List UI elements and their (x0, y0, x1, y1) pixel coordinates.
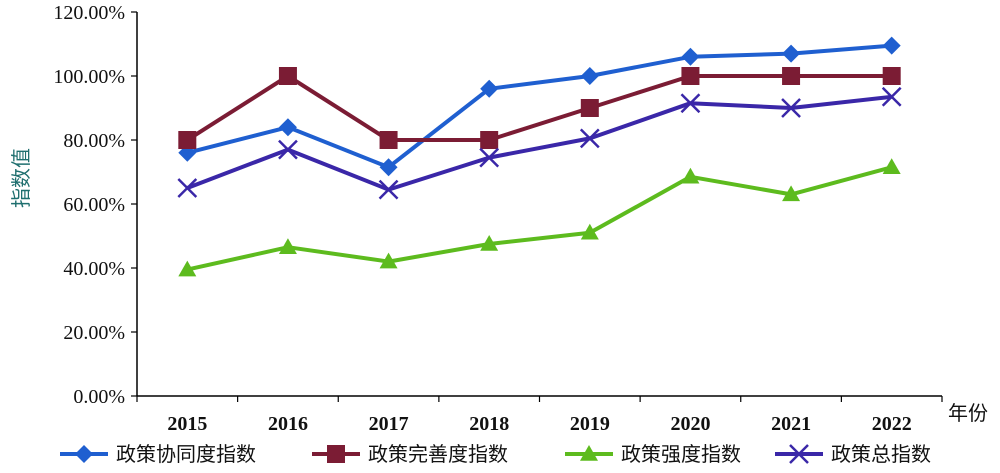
legend-label: 政策完善度指数 (368, 442, 508, 466)
x-tick-label: 2018 (469, 413, 509, 435)
data-point (681, 167, 700, 184)
legend-marker (580, 445, 598, 461)
data-point (782, 185, 801, 202)
x-marker-stroke (789, 444, 809, 464)
x-tick-label: 2019 (570, 413, 610, 435)
data-point (781, 98, 801, 118)
data-point (278, 67, 297, 85)
legend-marker (789, 444, 809, 464)
data-point (580, 223, 599, 240)
y-tick-label: 120.00% (53, 2, 125, 24)
y-tick-label: 20.00% (63, 322, 125, 344)
data-point (178, 260, 197, 277)
data-point (782, 44, 801, 63)
legend-marker (75, 445, 93, 463)
series-layer (177, 36, 902, 277)
data-point (680, 93, 701, 114)
legend-marker (327, 445, 345, 463)
data-point (378, 179, 399, 200)
x-tick-label: 2016 (268, 413, 308, 435)
series-3 (178, 158, 901, 277)
data-point (379, 252, 398, 269)
data-point (379, 158, 398, 177)
series-line (186, 94, 892, 192)
x-marker-stroke (278, 139, 298, 160)
data-point (480, 235, 499, 251)
data-point (580, 67, 599, 85)
data-point (579, 128, 600, 149)
x-tick-label: 2017 (369, 413, 409, 435)
data-point (278, 139, 298, 160)
data-point (177, 178, 198, 198)
series-line (186, 165, 893, 272)
y-tick-label: 100.00% (53, 66, 125, 88)
series-line (186, 74, 892, 142)
data-point (681, 47, 700, 66)
data-point (178, 131, 197, 149)
x-tick-label: 2021 (771, 413, 811, 435)
data-point (881, 86, 902, 107)
x-marker-stroke (579, 128, 600, 149)
legend: 政策协同度指数 政策完善度指数 政策强度指数 政策总指数 (60, 442, 931, 466)
legend-label: 政策总指数 (831, 442, 931, 466)
series-1 (178, 36, 901, 177)
series-line (186, 43, 892, 170)
data-point (479, 147, 500, 168)
x-tick-label: 2015 (167, 413, 207, 435)
y-tick-label: 0.00% (73, 386, 125, 408)
data-point (278, 118, 297, 137)
y-tick-label: 80.00% (63, 130, 125, 152)
x-marker-stroke (781, 98, 801, 118)
x-marker-stroke (378, 179, 399, 200)
legend-item: 政策总指数 (775, 442, 931, 466)
data-point (882, 67, 901, 85)
y-axis-ticks: 0.00% 20.00% 40.00% 60.00% 80.00% 100.00% 120.… (53, 2, 137, 408)
y-tick-label: 40.00% (63, 258, 125, 280)
y-axis-title: 指数值 (9, 148, 33, 208)
legend-item: 政策协同度指数 (60, 442, 256, 466)
data-point (480, 79, 499, 98)
x-marker-stroke (479, 147, 500, 168)
data-point (882, 36, 901, 55)
series-4 (177, 86, 902, 200)
x-tick-label: 2020 (670, 413, 710, 435)
x-marker-stroke (881, 86, 902, 107)
x-tick-label: 2022 (872, 413, 912, 435)
series-2 (178, 67, 901, 149)
data-point (580, 99, 599, 117)
legend-item: 政策完善度指数 (312, 442, 508, 466)
data-point (379, 131, 398, 149)
data-point (278, 238, 297, 254)
x-marker-stroke (177, 178, 198, 198)
y-tick-label: 60.00% (63, 194, 125, 216)
legend-label: 政策协同度指数 (116, 442, 256, 466)
data-point (681, 67, 700, 85)
x-axis-title: 年份 (948, 401, 988, 425)
data-point (782, 67, 801, 85)
x-marker-stroke (680, 93, 701, 114)
data-point (480, 131, 499, 149)
legend-item: 政策强度指数 (565, 442, 741, 466)
data-point (882, 158, 901, 174)
x-axis-ticks: 2015 2016 2017 2018 2019 2020 2021 2022 (136, 396, 943, 435)
legend-label: 政策强度指数 (621, 442, 741, 466)
